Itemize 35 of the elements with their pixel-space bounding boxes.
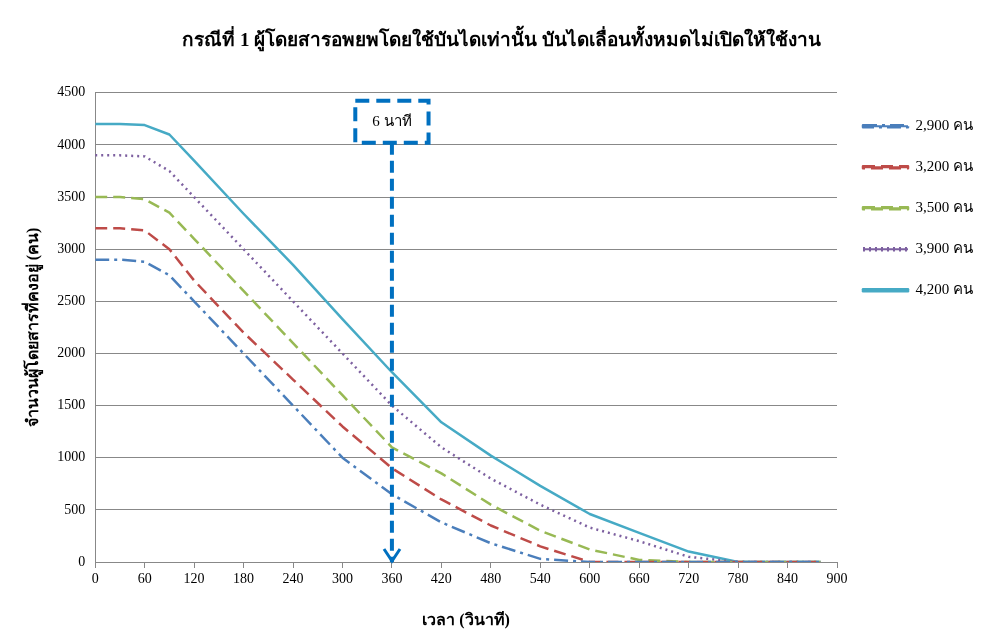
y-tick-label: 2000 (57, 345, 86, 361)
x-tick-label: 300 (331, 571, 353, 587)
x-tick-label: 60 (137, 571, 152, 587)
legend-label: 3,900 คน (915, 240, 973, 257)
y-axis-title: จำนวนผู้โดยสารที่คงอยู่ (คน) (20, 227, 44, 428)
legend-label: 2,900 คน (915, 117, 973, 134)
legend-label: 4,200 คน (915, 281, 973, 298)
x-tick-label: 720 (678, 571, 700, 587)
x-tick-label: 840 (777, 571, 799, 587)
x-tick-label: 120 (183, 571, 205, 587)
x-axis-title: เวลา (วินาที) (422, 609, 510, 629)
y-tick-label: 1500 (57, 397, 86, 413)
legend-label: 3,200 คน (915, 158, 973, 175)
x-tick-label: 420 (430, 571, 452, 587)
legend-label: 3,500 คน (915, 199, 973, 216)
x-tick-label: 660 (628, 571, 650, 587)
x-tick-label: 600 (579, 571, 601, 587)
x-tick-label: 360 (381, 571, 403, 587)
chart-title: กรณีที่ 1 ผู้โดยสารอพยพโดยใช้บันไดเท่านั้น บันไดเลื่อนทั้งหมดไม่เปิดให้ใช้งาน (182, 25, 821, 53)
y-tick-label: 3500 (57, 188, 86, 204)
x-tick-label: 900 (826, 571, 848, 587)
y-tick-label: 0 (78, 553, 86, 569)
y-tick-label: 1000 (57, 449, 86, 465)
y-tick-label: 2500 (57, 293, 86, 309)
x-tick-label: 480 (480, 571, 502, 587)
x-tick-label: 180 (233, 571, 255, 587)
ref-line-label: 6 นาที (372, 112, 412, 129)
y-tick-label: 3000 (57, 240, 86, 256)
x-tick-label: 780 (727, 571, 749, 587)
y-tick-label: 4500 (57, 84, 86, 100)
y-tick-label: 500 (64, 501, 86, 517)
x-tick-label: 240 (282, 571, 304, 587)
x-tick-label: 540 (529, 571, 551, 587)
y-tick-label: 4000 (57, 136, 86, 152)
x-tick-label: 0 (91, 571, 99, 587)
